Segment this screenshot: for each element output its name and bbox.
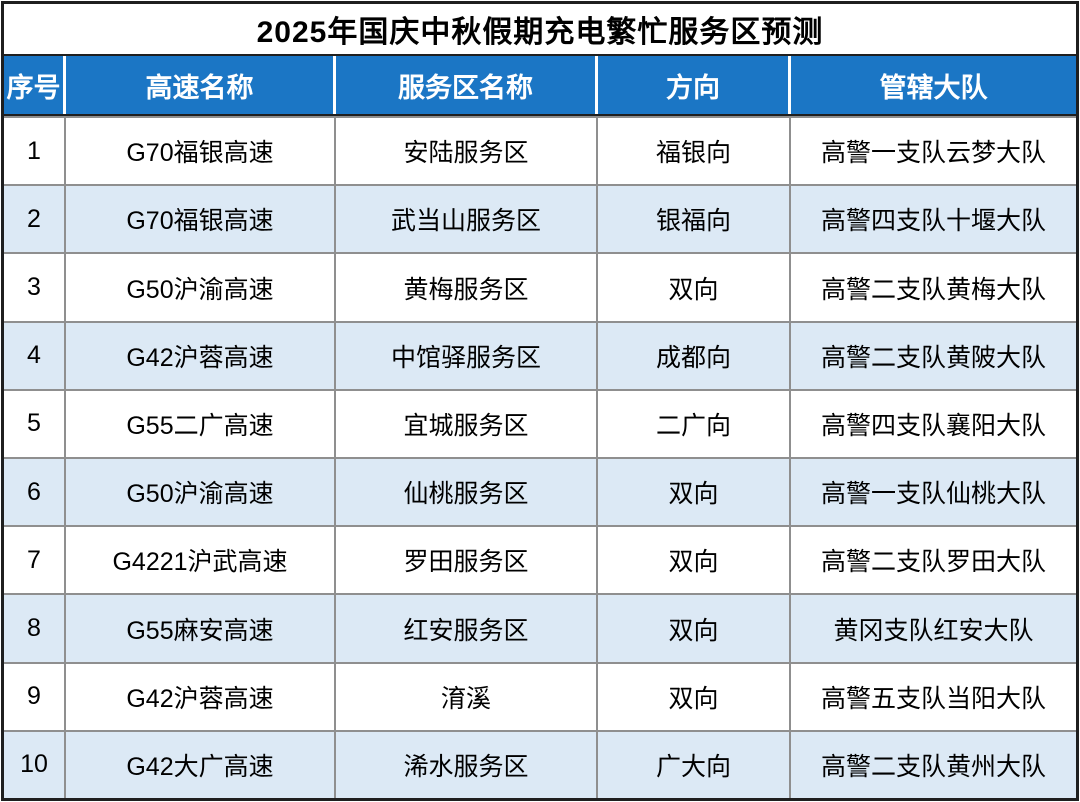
- cell-no: 9: [4, 663, 66, 730]
- cell-direction: 双向: [598, 595, 791, 662]
- cell-service-area: 浠水服务区: [336, 731, 598, 799]
- table-row: 5 G55二广高速 宜城服务区 二广向 高警四支队襄阳大队: [4, 388, 1076, 458]
- cell-service-area: 宜城服务区: [336, 390, 598, 458]
- cell-service-area: 红安服务区: [336, 595, 598, 662]
- cell-no: 5: [4, 390, 66, 458]
- cell-brigade: 高警一支队仙桃大队: [820, 480, 1046, 509]
- cell-brigade: 高警二支队黄陂大队: [820, 343, 1046, 372]
- cell-no: 3: [4, 254, 66, 321]
- cell-direction: 双向: [598, 459, 791, 526]
- cell-brigade: 高警五支队当阳大队: [820, 684, 1046, 713]
- col-header-no: 序号: [4, 56, 66, 114]
- cell-highway: G50沪渝高速: [66, 459, 336, 526]
- cell-brigade: 高警二支队黄州大队: [820, 752, 1046, 781]
- cell-direction: 双向: [598, 254, 791, 321]
- table-row: 2 G70福银高速 武当山服务区 银福向 高警四支队十堰大队: [4, 184, 1076, 253]
- col-header-service-area: 服务区名称: [336, 56, 598, 114]
- cell-no: 1: [4, 118, 66, 185]
- table-row: 8 G55麻安高速 红安服务区 双向 黄冈支队红安大队: [4, 593, 1076, 662]
- table-row: 6 G50沪渝高速 仙桃服务区 双向 高警一支队仙桃大队: [4, 457, 1076, 526]
- cell-service-area: 中馆驿服务区: [336, 322, 598, 389]
- cell-highway: G55二广高速: [66, 390, 336, 458]
- cell-service-area: 安陆服务区: [336, 118, 598, 185]
- cell-direction: 福银向: [598, 118, 791, 185]
- cell-no: 4: [4, 322, 66, 389]
- cell-no: 10: [4, 731, 66, 799]
- cell-highway: G70福银高速: [66, 186, 336, 253]
- cell-direction: 成都向: [598, 322, 791, 389]
- cell-brigade: 高警一支队云梦大队: [820, 139, 1046, 168]
- cell-service-area: 武当山服务区: [336, 186, 598, 253]
- table-row: 4 G42沪蓉高速 中馆驿服务区 成都向 高警二支队黄陂大队: [4, 320, 1076, 389]
- cell-direction: 双向: [598, 663, 791, 730]
- cell-no: 7: [4, 527, 66, 594]
- cell-no: 2: [4, 186, 66, 253]
- title-row: 2025年国庆中秋假期充电繁忙服务区预测: [4, 4, 1076, 56]
- cell-direction: 二广向: [598, 390, 791, 458]
- table-row: 10 G42大广高速 浠水服务区 广大向 高警二支队黄州大队: [4, 729, 1076, 799]
- cell-highway: G55麻安高速: [66, 595, 336, 662]
- cell-brigade: 高警四支队襄阳大队: [820, 411, 1046, 440]
- cell-service-area: 仙桃服务区: [336, 459, 598, 526]
- table-row: 9 G42沪蓉高速 淯溪 双向 高警五支队当阳大队: [4, 661, 1076, 730]
- table-row: 1 G70福银高速 安陆服务区 福银向 高警一支队云梦大队: [4, 116, 1076, 185]
- page-title: 2025年国庆中秋假期充电繁忙服务区预测: [256, 16, 824, 49]
- cell-brigade: 高警四支队十堰大队: [820, 207, 1046, 236]
- cell-direction: 银福向: [598, 186, 791, 253]
- cell-no: 8: [4, 595, 66, 662]
- cell-highway: G42沪蓉高速: [66, 322, 336, 389]
- cell-service-area: 罗田服务区: [336, 527, 598, 594]
- table-row: 7 G4221沪武高速 罗田服务区 双向 高警二支队罗田大队: [4, 525, 1076, 594]
- col-header-brigade: 管辖大队: [879, 72, 988, 103]
- col-header-highway: 高速名称: [66, 56, 336, 114]
- cell-highway: G42沪蓉高速: [66, 663, 336, 730]
- cell-direction: 双向: [598, 527, 791, 594]
- table-row: 3 G50沪渝高速 黄梅服务区 双向 高警二支队黄梅大队: [4, 252, 1076, 321]
- cell-brigade: 黄冈支队红安大队: [833, 616, 1034, 645]
- cell-highway: G50沪渝高速: [66, 254, 336, 321]
- cell-service-area: 黄梅服务区: [336, 254, 598, 321]
- cell-direction: 广大向: [598, 731, 791, 799]
- table-header-row: 序号 高速名称 服务区名称 方向 管辖大队: [4, 56, 1076, 116]
- col-header-direction: 方向: [598, 56, 791, 114]
- cell-service-area: 淯溪: [336, 663, 598, 730]
- cell-no: 6: [4, 459, 66, 526]
- cell-highway: G4221沪武高速: [66, 527, 336, 594]
- cell-brigade: 高警二支队罗田大队: [820, 548, 1046, 577]
- cell-highway: G70福银高速: [66, 118, 336, 185]
- cell-highway: G42大广高速: [66, 731, 336, 799]
- cell-brigade: 高警二支队黄梅大队: [820, 275, 1046, 304]
